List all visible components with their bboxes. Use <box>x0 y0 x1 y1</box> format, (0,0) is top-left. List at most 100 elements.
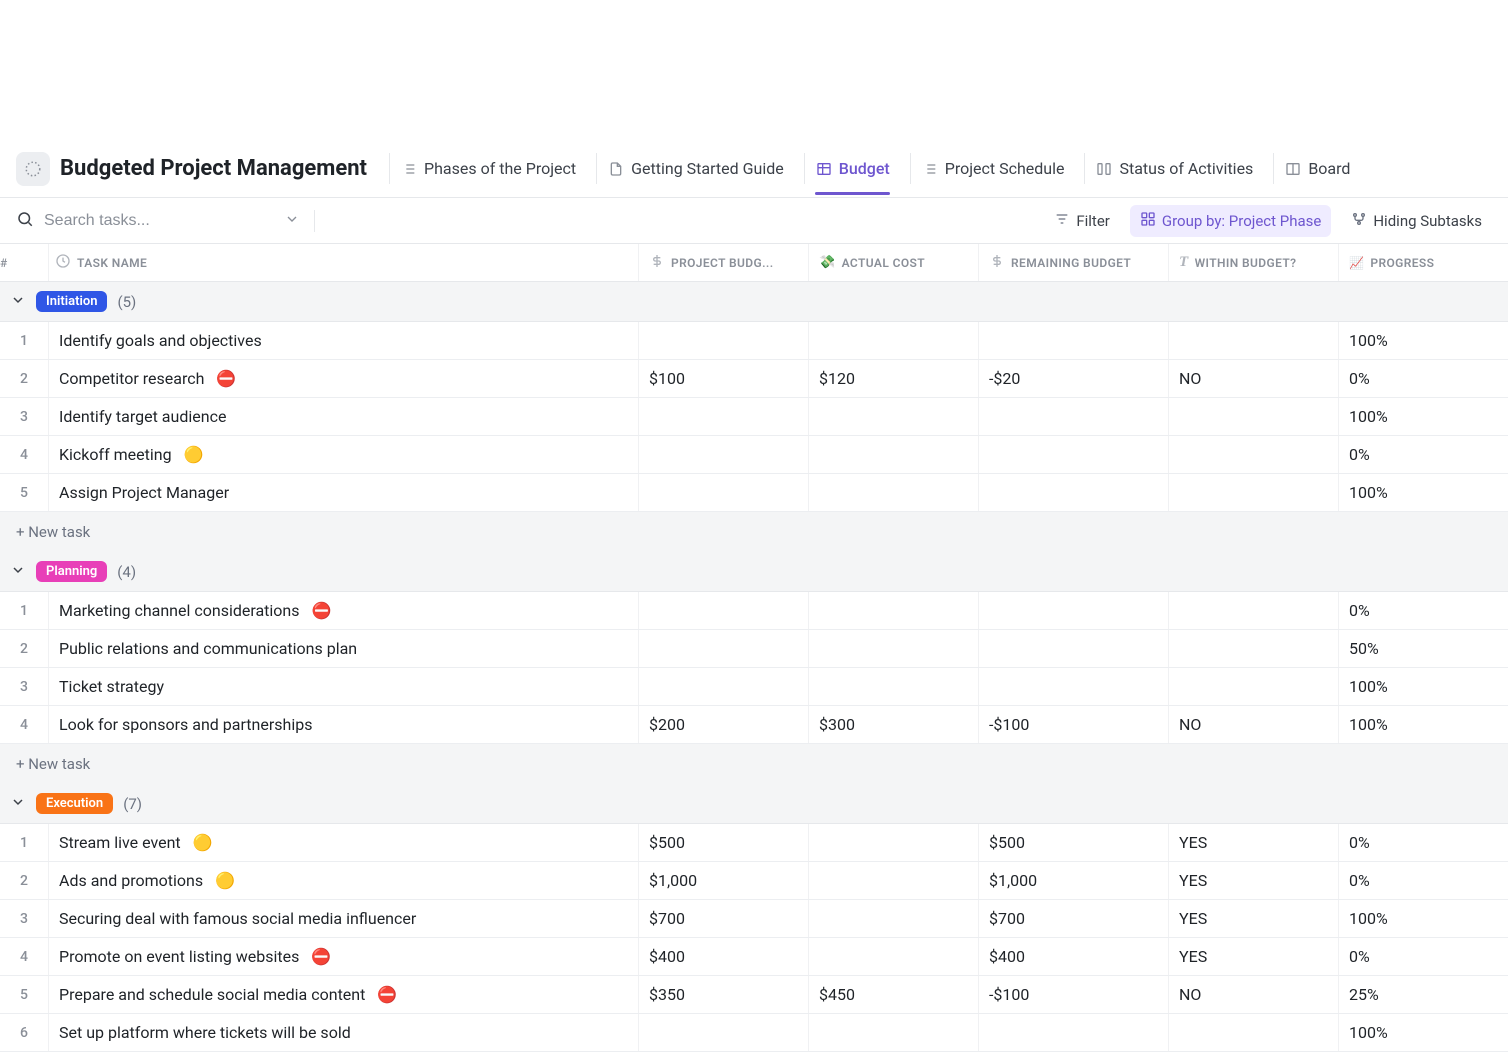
cell-task-name[interactable]: Assign Project Manager <box>48 474 638 511</box>
cell-progress[interactable]: 100% <box>1338 1014 1508 1051</box>
col-remaining-budget[interactable]: REMAINING BUDGET <box>978 244 1168 281</box>
cell-project-budget[interactable]: $100 <box>638 360 808 397</box>
cell-remaining-budget[interactable]: $1,000 <box>978 862 1168 899</box>
table-row[interactable]: 2 Ads and promotions 🟡 $1,000 $1,000 YES… <box>0 862 1508 900</box>
cell-actual-cost[interactable] <box>808 862 978 899</box>
cell-progress[interactable]: 0% <box>1338 592 1508 629</box>
cell-remaining-budget[interactable]: -$100 <box>978 706 1168 743</box>
tab-status[interactable]: Status of Activities <box>1084 153 1263 184</box>
cell-progress[interactable]: 100% <box>1338 398 1508 435</box>
new-task-button[interactable]: + New task <box>0 744 1508 784</box>
cell-project-budget[interactable] <box>638 398 808 435</box>
cell-task-name[interactable]: Marketing channel considerations ⛔ <box>48 592 638 629</box>
cell-remaining-budget[interactable]: -$20 <box>978 360 1168 397</box>
cell-progress[interactable]: 100% <box>1338 322 1508 359</box>
cell-task-name[interactable]: Look for sponsors and partnerships <box>48 706 638 743</box>
cell-remaining-budget[interactable] <box>978 668 1168 705</box>
cell-task-name[interactable]: Identify goals and objectives <box>48 322 638 359</box>
cell-project-budget[interactable]: $1,000 <box>638 862 808 899</box>
cell-task-name[interactable]: Stream live event 🟡 <box>48 824 638 861</box>
table-row[interactable]: 3 Ticket strategy 100% <box>0 668 1508 706</box>
cell-progress[interactable]: 100% <box>1338 900 1508 937</box>
cell-within-budget[interactable]: YES <box>1168 824 1338 861</box>
cell-task-name[interactable]: Set up platform where tickets will be so… <box>48 1014 638 1051</box>
tab-budget[interactable]: Budget <box>804 153 900 184</box>
cell-remaining-budget[interactable]: -$100 <box>978 976 1168 1013</box>
table-row[interactable]: 2 Competitor research ⛔ $100 $120 -$20 N… <box>0 360 1508 398</box>
cell-task-name[interactable]: Identify target audience <box>48 398 638 435</box>
tab-getting-started[interactable]: Getting Started Guide <box>596 153 794 184</box>
cell-remaining-budget[interactable]: $700 <box>978 900 1168 937</box>
table-row[interactable]: 5 Prepare and schedule social media cont… <box>0 976 1508 1014</box>
cell-progress[interactable]: 0% <box>1338 436 1508 473</box>
col-project-budget[interactable]: PROJECT BUDG... <box>638 244 808 281</box>
cell-actual-cost[interactable] <box>808 474 978 511</box>
cell-within-budget[interactable] <box>1168 592 1338 629</box>
cell-progress[interactable]: 0% <box>1338 862 1508 899</box>
cell-project-budget[interactable]: $200 <box>638 706 808 743</box>
cell-project-budget[interactable] <box>638 668 808 705</box>
table-row[interactable]: 2 Public relations and communications pl… <box>0 630 1508 668</box>
col-number[interactable]: # <box>0 244 48 281</box>
cell-project-budget[interactable]: $350 <box>638 976 808 1013</box>
cell-remaining-budget[interactable]: $500 <box>978 824 1168 861</box>
cell-remaining-budget[interactable] <box>978 592 1168 629</box>
cell-task-name[interactable]: Securing deal with famous social media i… <box>48 900 638 937</box>
table-row[interactable]: 4 Promote on event listing websites ⛔ $4… <box>0 938 1508 976</box>
cell-actual-cost[interactable]: $300 <box>808 706 978 743</box>
cell-project-budget[interactable] <box>638 436 808 473</box>
table-row[interactable]: 3 Identify target audience 100% <box>0 398 1508 436</box>
group-by-button[interactable]: Group by: Project Phase <box>1130 205 1331 237</box>
cell-actual-cost[interactable] <box>808 436 978 473</box>
hiding-subtasks-button[interactable]: Hiding Subtasks <box>1341 205 1492 237</box>
cell-remaining-budget[interactable] <box>978 1014 1168 1051</box>
cell-progress[interactable]: 0% <box>1338 360 1508 397</box>
cell-remaining-budget[interactable]: $400 <box>978 938 1168 975</box>
cell-within-budget[interactable]: NO <box>1168 976 1338 1013</box>
cell-within-budget[interactable] <box>1168 398 1338 435</box>
cell-project-budget[interactable] <box>638 322 808 359</box>
cell-task-name[interactable]: Public relations and communications plan <box>48 630 638 667</box>
cell-actual-cost[interactable] <box>808 398 978 435</box>
cell-within-budget[interactable]: YES <box>1168 938 1338 975</box>
cell-progress[interactable]: 100% <box>1338 474 1508 511</box>
cell-actual-cost[interactable] <box>808 824 978 861</box>
table-row[interactable]: 1 Identify goals and objectives 100% <box>0 322 1508 360</box>
cell-within-budget[interactable]: YES <box>1168 900 1338 937</box>
cell-within-budget[interactable] <box>1168 630 1338 667</box>
cell-task-name[interactable]: Prepare and schedule social media conten… <box>48 976 638 1013</box>
cell-actual-cost[interactable] <box>808 322 978 359</box>
table-row[interactable]: 6 Set up platform where tickets will be … <box>0 1014 1508 1052</box>
table-row[interactable]: 4 Kickoff meeting 🟡 0% <box>0 436 1508 474</box>
cell-remaining-budget[interactable] <box>978 474 1168 511</box>
chevron-down-icon[interactable] <box>10 292 26 312</box>
col-within-budget[interactable]: T WITHIN BUDGET? <box>1168 244 1338 281</box>
cell-within-budget[interactable]: NO <box>1168 360 1338 397</box>
table-row[interactable]: 3 Securing deal with famous social media… <box>0 900 1508 938</box>
cell-project-budget[interactable]: $500 <box>638 824 808 861</box>
cell-project-budget[interactable]: $400 <box>638 938 808 975</box>
table-row[interactable]: 4 Look for sponsors and partnerships $20… <box>0 706 1508 744</box>
cell-task-name[interactable]: Ticket strategy <box>48 668 638 705</box>
cell-project-budget[interactable] <box>638 1014 808 1051</box>
col-progress[interactable]: 📈 PROGRESS <box>1338 244 1508 281</box>
col-task-name[interactable]: TASK NAME <box>48 244 638 281</box>
tab-phases[interactable]: Phases of the Project <box>389 153 586 184</box>
group-header[interactable]: Initiation (5) <box>0 282 1508 322</box>
col-actual-cost[interactable]: 💸 ACTUAL COST <box>808 244 978 281</box>
table-row[interactable]: 1 Marketing channel considerations ⛔ 0% <box>0 592 1508 630</box>
cell-actual-cost[interactable] <box>808 668 978 705</box>
cell-progress[interactable]: 25% <box>1338 976 1508 1013</box>
cell-progress[interactable]: 100% <box>1338 706 1508 743</box>
cell-task-name[interactable]: Promote on event listing websites ⛔ <box>48 938 638 975</box>
cell-within-budget[interactable]: NO <box>1168 706 1338 743</box>
group-header[interactable]: Execution (7) <box>0 784 1508 824</box>
cell-within-budget[interactable] <box>1168 1014 1338 1051</box>
cell-actual-cost[interactable] <box>808 1014 978 1051</box>
cell-within-budget[interactable] <box>1168 436 1338 473</box>
cell-actual-cost[interactable] <box>808 630 978 667</box>
filter-button[interactable]: Filter <box>1044 205 1120 237</box>
cell-project-budget[interactable] <box>638 630 808 667</box>
cell-actual-cost[interactable]: $120 <box>808 360 978 397</box>
cell-within-budget[interactable] <box>1168 474 1338 511</box>
